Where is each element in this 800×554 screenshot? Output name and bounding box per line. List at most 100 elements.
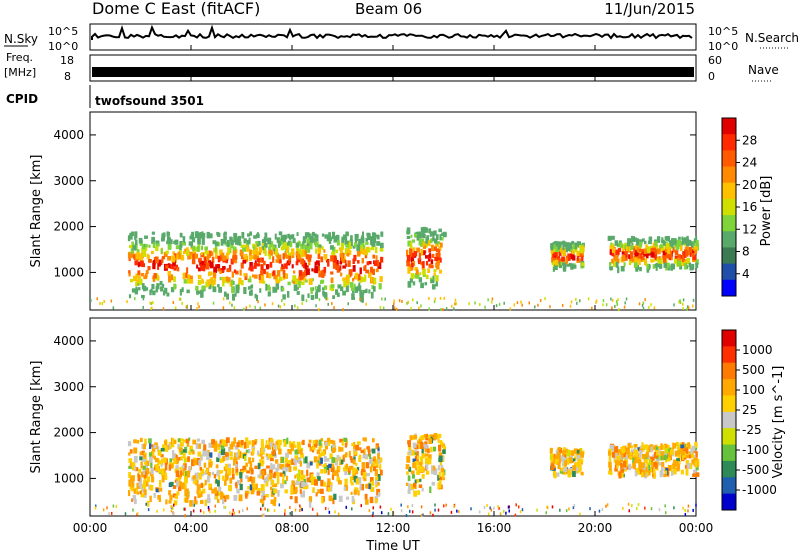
echo-cell: [407, 483, 411, 487]
echo-cell: [369, 466, 373, 473]
echo-cell: [181, 242, 184, 246]
echo-cell: [250, 487, 255, 495]
echo-cell: [217, 284, 220, 288]
echo-cell: [608, 470, 611, 475]
echo-cell: [282, 237, 286, 242]
echo-cell: [333, 237, 337, 243]
echo-cell: [185, 279, 190, 284]
echo-cell: [182, 272, 186, 280]
echo-cell: [283, 263, 287, 269]
echo-cell: [269, 457, 274, 462]
echo-cell: [211, 251, 214, 256]
echo-cell: [695, 240, 699, 245]
echo-cell: [562, 267, 566, 272]
echo-cell: [152, 260, 156, 266]
echo-cell: [272, 256, 275, 263]
echo-cell: [227, 468, 232, 476]
echo-cell: [684, 452, 687, 458]
echo-cell: [219, 458, 223, 464]
echo-cell: [401, 299, 403, 303]
echo-cell: [170, 509, 173, 513]
echo-cell: [429, 253, 432, 258]
echo-cell: [90, 299, 92, 303]
echo-cell: [352, 265, 356, 272]
x-tick-label: 16:00: [477, 521, 512, 535]
echo-cell: [315, 492, 318, 497]
echo-cell: [642, 238, 645, 242]
echo-cell: [141, 244, 146, 250]
echo-cell: [561, 303, 564, 307]
echo-cell: [361, 483, 365, 491]
echo-cell: [139, 437, 143, 443]
nave-tick-bottom: 0: [708, 70, 715, 83]
echo-cell: [417, 231, 422, 239]
echo-cell: [628, 451, 633, 456]
echo-cell: [365, 302, 367, 306]
echo-cell: [179, 288, 182, 296]
echo-cell: [151, 239, 156, 244]
echo-cell: [489, 506, 491, 510]
echo-cell: [686, 463, 691, 469]
echo-cell: [437, 508, 440, 512]
echo-cell: [606, 503, 609, 507]
echo-cell: [359, 245, 364, 249]
echo-cell: [343, 467, 346, 472]
echo-cell: [413, 434, 418, 440]
echo-cell: [150, 302, 153, 306]
echo-cell: [155, 457, 159, 463]
echo-cell: [175, 264, 178, 269]
echo-cell: [661, 239, 665, 244]
echo-cell: [366, 233, 371, 241]
echo-cell: [350, 235, 353, 241]
echo-cell: [439, 269, 442, 274]
echo-cell: [328, 495, 333, 502]
echo-cell: [417, 455, 420, 460]
echo-cell: [677, 450, 681, 456]
echo-cell: [240, 478, 243, 483]
echo-cell: [186, 470, 191, 478]
echo-cell: [577, 464, 582, 471]
echo-cell: [371, 240, 376, 247]
echo-cell: [499, 512, 502, 516]
echo-cell: [650, 507, 653, 511]
echo-cell: [664, 448, 669, 454]
echo-cell: [330, 271, 334, 275]
echo-cell: [456, 509, 458, 513]
echo-cell: [661, 455, 664, 461]
echo-cell: [342, 234, 347, 241]
echo-cell: [420, 442, 424, 450]
echo-cell: [343, 280, 347, 288]
echo-cell: [638, 462, 643, 469]
echo-cell: [425, 274, 429, 280]
echo-cell: [229, 451, 233, 457]
echo-cell: [429, 486, 432, 494]
echo-cell: [171, 255, 176, 263]
echo-cell: [534, 305, 536, 309]
echo-cell: [178, 248, 182, 256]
echo-cell: [373, 277, 377, 283]
echo-cell: [656, 457, 660, 462]
echo-cell: [637, 459, 642, 464]
echo-cell: [221, 448, 226, 455]
echo-cell: [252, 274, 255, 278]
echo-cell: [340, 242, 345, 250]
echo-cell: [318, 244, 322, 249]
echo-cell: [429, 231, 432, 237]
echo-cell: [286, 246, 289, 254]
echo-cell: [192, 253, 195, 261]
echo-cell: [539, 299, 542, 303]
echo-cell: [186, 267, 189, 274]
echo-cell: [132, 494, 136, 501]
echo-cell: [317, 247, 322, 254]
echo-cell: [621, 446, 626, 454]
echo-cell: [165, 250, 169, 254]
echo-cell: [280, 235, 284, 241]
echo-cell: [191, 500, 194, 507]
echo-cell: [620, 452, 624, 458]
echo-cell: [192, 478, 197, 484]
echo-cell: [352, 258, 355, 265]
echo-cell: [443, 296, 445, 300]
echo-cell: [283, 440, 287, 447]
echo-cell: [454, 302, 456, 306]
echo-cell: [650, 446, 653, 453]
